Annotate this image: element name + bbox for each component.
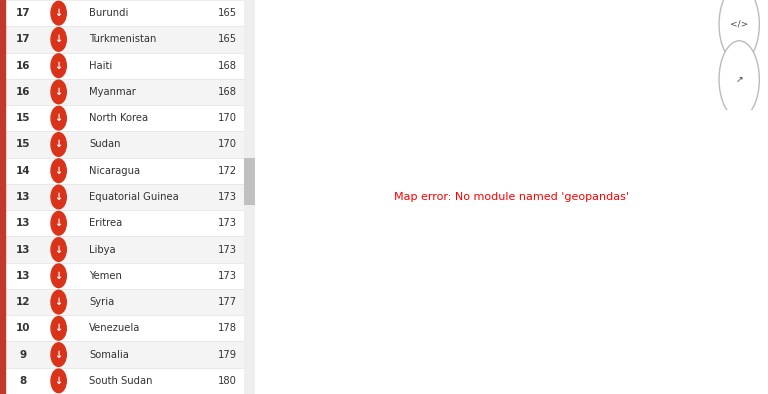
Text: Haiti: Haiti (89, 61, 112, 71)
Bar (0, 236, 255, 263)
Bar (0, 52, 255, 79)
Circle shape (51, 54, 66, 78)
Text: ↓: ↓ (55, 245, 63, 255)
Text: Nicaragua: Nicaragua (89, 166, 141, 176)
Text: South Sudan: South Sudan (89, 376, 153, 386)
Text: Map error: No module named 'geopandas': Map error: No module named 'geopandas' (394, 192, 629, 202)
Text: 15: 15 (15, 113, 30, 123)
Text: Sudan: Sudan (89, 139, 121, 149)
Text: 165: 165 (218, 8, 237, 18)
Text: North Korea: North Korea (89, 113, 148, 123)
Text: 173: 173 (218, 192, 237, 202)
Text: ↓: ↓ (55, 113, 63, 123)
Bar (243, 158, 255, 205)
Text: Myanmar: Myanmar (89, 87, 136, 97)
Text: 10: 10 (15, 323, 30, 333)
Text: ↓: ↓ (55, 349, 63, 360)
Bar (0, 342, 255, 368)
Text: 16: 16 (15, 87, 30, 97)
Bar (0, 210, 255, 236)
Text: ↓: ↓ (55, 218, 63, 228)
Text: Burundi: Burundi (89, 8, 128, 18)
Circle shape (51, 264, 66, 288)
Bar (243, 0, 255, 394)
Circle shape (51, 185, 66, 209)
Text: 17: 17 (15, 8, 30, 18)
Circle shape (719, 0, 760, 63)
Bar (0, 368, 255, 394)
Text: Eritrea: Eritrea (89, 218, 122, 228)
Bar (0, 79, 255, 105)
Text: 13: 13 (15, 245, 30, 255)
Text: ↓: ↓ (55, 323, 63, 333)
Text: ↓: ↓ (55, 271, 63, 281)
Circle shape (51, 133, 66, 156)
Bar (0, 158, 255, 184)
Circle shape (51, 290, 66, 314)
Text: Syria: Syria (89, 297, 114, 307)
Circle shape (51, 106, 66, 130)
Circle shape (51, 212, 66, 235)
Bar (0, 105, 255, 131)
Text: ↓: ↓ (55, 87, 63, 97)
Text: Somalia: Somalia (89, 349, 129, 360)
Text: 12: 12 (15, 297, 30, 307)
Text: 16: 16 (15, 61, 30, 71)
Text: 172: 172 (218, 166, 237, 176)
Text: ↓: ↓ (55, 34, 63, 45)
Circle shape (51, 343, 66, 366)
Text: 13: 13 (15, 218, 30, 228)
Text: 14: 14 (15, 166, 30, 176)
Circle shape (51, 369, 66, 393)
Text: 170: 170 (218, 139, 237, 149)
Text: Yemen: Yemen (89, 271, 122, 281)
Text: 180: 180 (218, 376, 237, 386)
Text: Venezuela: Venezuela (89, 323, 141, 333)
Bar (0, 315, 255, 342)
Text: 173: 173 (218, 218, 237, 228)
Text: Turkmenistan: Turkmenistan (89, 34, 157, 45)
Bar (0, 26, 255, 52)
Circle shape (51, 28, 66, 51)
Text: ↓: ↓ (55, 192, 63, 202)
Text: 15: 15 (15, 139, 30, 149)
Text: 173: 173 (218, 271, 237, 281)
Text: 17: 17 (15, 34, 30, 45)
Text: 168: 168 (218, 87, 237, 97)
Bar (0, 131, 255, 158)
Text: </>: </> (730, 20, 748, 29)
Text: 168: 168 (218, 61, 237, 71)
Text: Equatorial Guinea: Equatorial Guinea (89, 192, 179, 202)
Text: ↓: ↓ (55, 166, 63, 176)
Text: Libya: Libya (89, 245, 116, 255)
Circle shape (51, 80, 66, 104)
Circle shape (719, 41, 760, 118)
Bar (0, 0, 255, 26)
Text: 13: 13 (15, 271, 30, 281)
Text: ↗: ↗ (736, 75, 743, 84)
Text: 8: 8 (19, 376, 27, 386)
Text: ↓: ↓ (55, 8, 63, 18)
Circle shape (51, 159, 66, 182)
Text: 170: 170 (218, 113, 237, 123)
Bar (0, 184, 255, 210)
Text: 178: 178 (218, 323, 237, 333)
Text: ↓: ↓ (55, 139, 63, 149)
Text: 13: 13 (15, 192, 30, 202)
Text: ↓: ↓ (55, 61, 63, 71)
Text: 177: 177 (218, 297, 237, 307)
Circle shape (51, 316, 66, 340)
Circle shape (51, 238, 66, 261)
Text: 9: 9 (19, 349, 27, 360)
Circle shape (51, 1, 66, 25)
Text: ↓: ↓ (55, 297, 63, 307)
Text: ↓: ↓ (55, 376, 63, 386)
Text: 165: 165 (218, 34, 237, 45)
Bar (0, 263, 255, 289)
Text: 173: 173 (218, 245, 237, 255)
Text: 179: 179 (218, 349, 237, 360)
Bar (0, 289, 255, 315)
